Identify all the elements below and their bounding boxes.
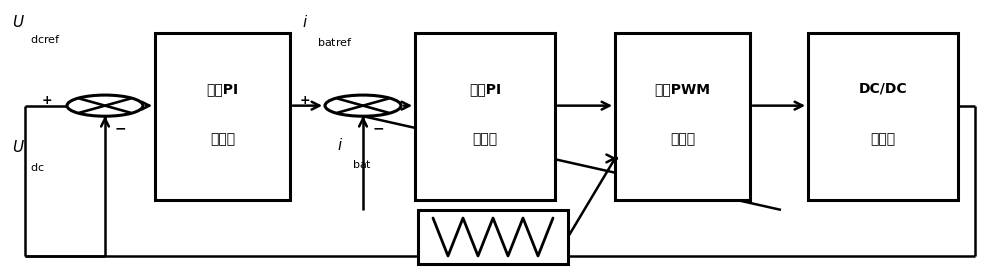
Text: −: −: [372, 122, 384, 136]
Text: −: −: [114, 122, 126, 136]
Text: DC/DC: DC/DC: [859, 82, 907, 96]
Text: $\mathrm{dcref}$: $\mathrm{dcref}$: [30, 33, 61, 45]
Text: 调制器: 调制器: [670, 132, 695, 146]
Bar: [418, 210, 568, 264]
Bar: [808, 33, 958, 200]
Text: $\mathit{U}$: $\mathit{U}$: [12, 14, 25, 30]
Text: +: +: [300, 94, 310, 107]
Text: 控制器: 控制器: [472, 132, 498, 146]
Bar: [155, 33, 290, 200]
Text: $\mathrm{dc}$: $\mathrm{dc}$: [30, 161, 44, 173]
Text: +: +: [42, 94, 52, 107]
Text: $\mathrm{bat}$: $\mathrm{bat}$: [352, 158, 372, 170]
Text: $\mathit{i}$: $\mathit{i}$: [302, 14, 308, 30]
Circle shape: [67, 95, 143, 116]
Text: $\mathit{U}$: $\mathit{U}$: [12, 139, 25, 155]
Text: $\mathit{i}$: $\mathit{i}$: [337, 136, 343, 153]
Text: 第四PI: 第四PI: [469, 82, 501, 96]
Text: 第三PI: 第三PI: [206, 82, 239, 96]
Bar: [615, 33, 750, 200]
Bar: [415, 33, 555, 200]
Circle shape: [325, 95, 401, 116]
Text: 第二PWM: 第二PWM: [654, 82, 710, 96]
Text: 控制器: 控制器: [210, 132, 235, 146]
Text: 变换器: 变换器: [870, 132, 896, 146]
Text: $\mathrm{batref}$: $\mathrm{batref}$: [317, 36, 353, 48]
